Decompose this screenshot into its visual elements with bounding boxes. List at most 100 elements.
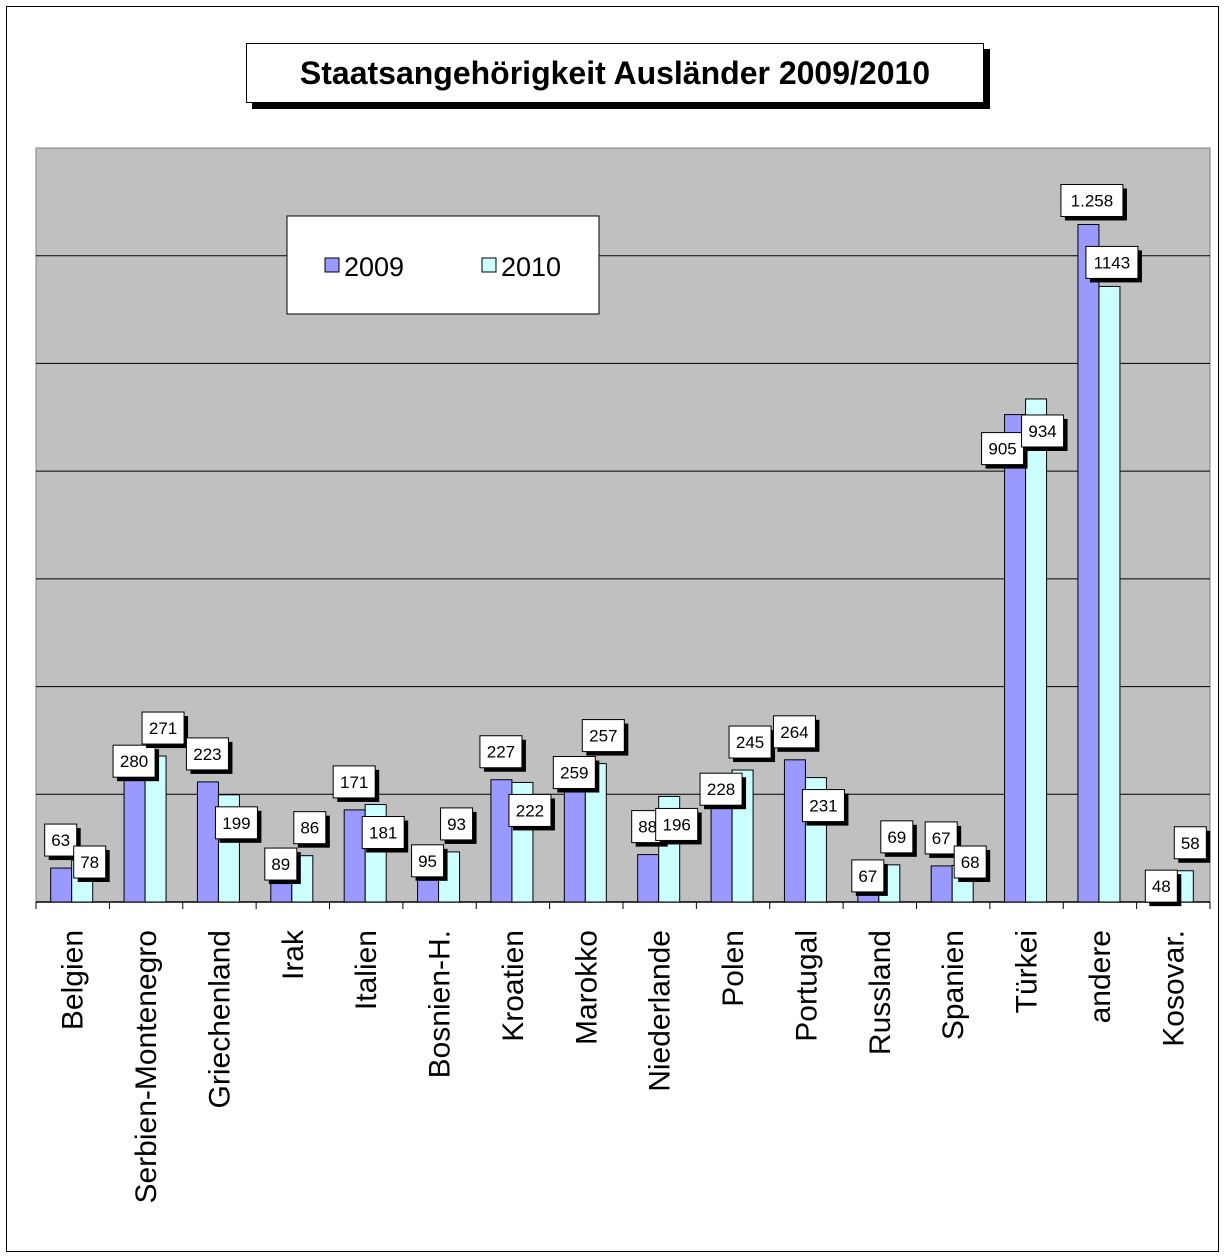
- data-label-text: 67: [858, 867, 877, 886]
- data-label-box: [801, 789, 845, 823]
- data-label-text: 245: [736, 733, 764, 752]
- data-label-text: 88: [638, 818, 657, 837]
- data-labels: 6378280271223199898617118195932272222592…: [44, 183, 1211, 907]
- data-label-box: [411, 844, 445, 878]
- data-label-2010-8: 196: [655, 807, 702, 845]
- category-label: Portugal: [790, 930, 823, 1042]
- data-label-box: [1060, 183, 1124, 217]
- data-label-text: 181: [369, 824, 397, 843]
- category-label: Niederlande: [644, 930, 677, 1092]
- bar-2009-0: [50, 867, 73, 903]
- data-label-box: [1021, 414, 1065, 448]
- legend-label-2009: 2009: [344, 252, 404, 282]
- data-label-2010-2: 199: [214, 806, 262, 843]
- data-label-box: [851, 859, 885, 893]
- data-label-text: 93: [447, 815, 466, 834]
- data-label-text: 264: [780, 723, 808, 742]
- category-label: Serbien-Montenegro: [130, 930, 163, 1204]
- data-label-box: [981, 432, 1025, 466]
- data-label-box: [1173, 826, 1207, 860]
- data-label-box: [508, 793, 552, 827]
- category-label: andere: [1084, 930, 1117, 1023]
- data-label-2009-4: 171: [332, 765, 380, 802]
- category-label: Spanien: [937, 930, 970, 1040]
- data-label-2010-13: 934: [1021, 414, 1068, 451]
- data-label-2009-11: 67: [851, 859, 888, 896]
- data-label-2010-7: 257: [581, 719, 629, 756]
- data-label-text: 68: [961, 853, 980, 872]
- data-label-box: [440, 807, 474, 841]
- data-label-box: [264, 847, 298, 881]
- category-label: Griechenland: [203, 930, 236, 1108]
- bar-2009-13: [1004, 414, 1027, 903]
- data-label-text: 905: [988, 440, 1016, 459]
- data-label-2009-12: 67: [924, 821, 962, 858]
- bar-2010-13: [1025, 398, 1048, 903]
- legend: 2009 2010: [286, 215, 600, 315]
- data-label-box: [214, 806, 258, 840]
- data-label-2009-9: 228: [699, 772, 747, 810]
- data-label-text: 69: [887, 828, 906, 847]
- data-label-text: 89: [271, 855, 290, 874]
- data-label-text: 1143: [1094, 253, 1131, 272]
- data-label-2010-12: 68: [953, 845, 991, 882]
- category-label: Polen: [717, 930, 750, 1007]
- data-label-box: [293, 811, 327, 845]
- data-label-2009-2: 223: [185, 737, 233, 774]
- chart-title: Staatsangehörigkeit Ausländer 2009/2010: [246, 43, 984, 103]
- data-label-box: [728, 725, 772, 759]
- category-label: Belgien: [57, 930, 90, 1030]
- data-label-text: 86: [300, 819, 319, 838]
- data-label-text: 228: [707, 780, 735, 799]
- data-label-box: [112, 744, 156, 778]
- data-label-box: [552, 756, 596, 790]
- data-label-text: 171: [340, 773, 368, 792]
- data-label-2009-3: 89: [264, 847, 301, 885]
- data-label-2010-0: 78: [73, 845, 110, 882]
- data-label-text: 95: [418, 852, 437, 871]
- category-label: Russland: [864, 930, 897, 1055]
- data-label-2009-13: 905: [981, 432, 1028, 469]
- data-label-2009-14: 1.258: [1060, 183, 1127, 221]
- data-label-2010-11: 69: [880, 820, 917, 857]
- data-label-box: [361, 816, 405, 850]
- data-label-box: [141, 711, 185, 745]
- data-label-text: 1.258: [1071, 191, 1114, 210]
- bar-2009-8: [637, 854, 660, 903]
- data-label-box: [479, 735, 523, 769]
- data-label-box: [953, 845, 987, 879]
- data-label-text: 48: [1152, 877, 1171, 896]
- data-label-2010-15: 58: [1173, 826, 1211, 863]
- data-label-box: [880, 820, 914, 854]
- data-label-2009-0: 63: [44, 823, 81, 861]
- data-label-2010-9: 245: [728, 725, 776, 763]
- bar-2009-10: [783, 759, 806, 903]
- data-label-2009-10: 264: [772, 715, 820, 752]
- data-label-2009-5: 95: [411, 844, 448, 881]
- data-label-2010-6: 222: [508, 793, 555, 831]
- data-label-2009-1: 280: [112, 744, 160, 782]
- category-label: Bosnien-H.: [424, 930, 457, 1078]
- data-label-text: 231: [809, 797, 837, 816]
- data-label-box: [73, 845, 107, 879]
- data-label-box: [772, 715, 816, 749]
- data-label-box: [44, 823, 78, 857]
- data-label-2010-10: 231: [801, 789, 849, 826]
- data-label-2010-3: 86: [293, 811, 330, 848]
- x-tick-labels: Belgien Serbien-Montenegro Griechenland Ira…: [57, 929, 1191, 1204]
- data-label-text: 271: [149, 719, 177, 738]
- data-label-text: 67: [932, 829, 951, 848]
- data-label-text: 280: [120, 752, 148, 771]
- data-label-text: 934: [1028, 422, 1056, 441]
- data-label-text: 227: [487, 743, 515, 762]
- bar-2010-14: [1098, 285, 1121, 903]
- data-label-box: [924, 821, 958, 855]
- data-label-box: [332, 765, 376, 799]
- data-label-text: 199: [222, 814, 250, 833]
- category-label: Kosovar.: [1157, 930, 1190, 1047]
- data-label-box: [1085, 245, 1139, 279]
- bar-2009-12: [930, 865, 953, 903]
- data-label-box: [581, 719, 625, 753]
- data-label-text: 222: [516, 801, 544, 820]
